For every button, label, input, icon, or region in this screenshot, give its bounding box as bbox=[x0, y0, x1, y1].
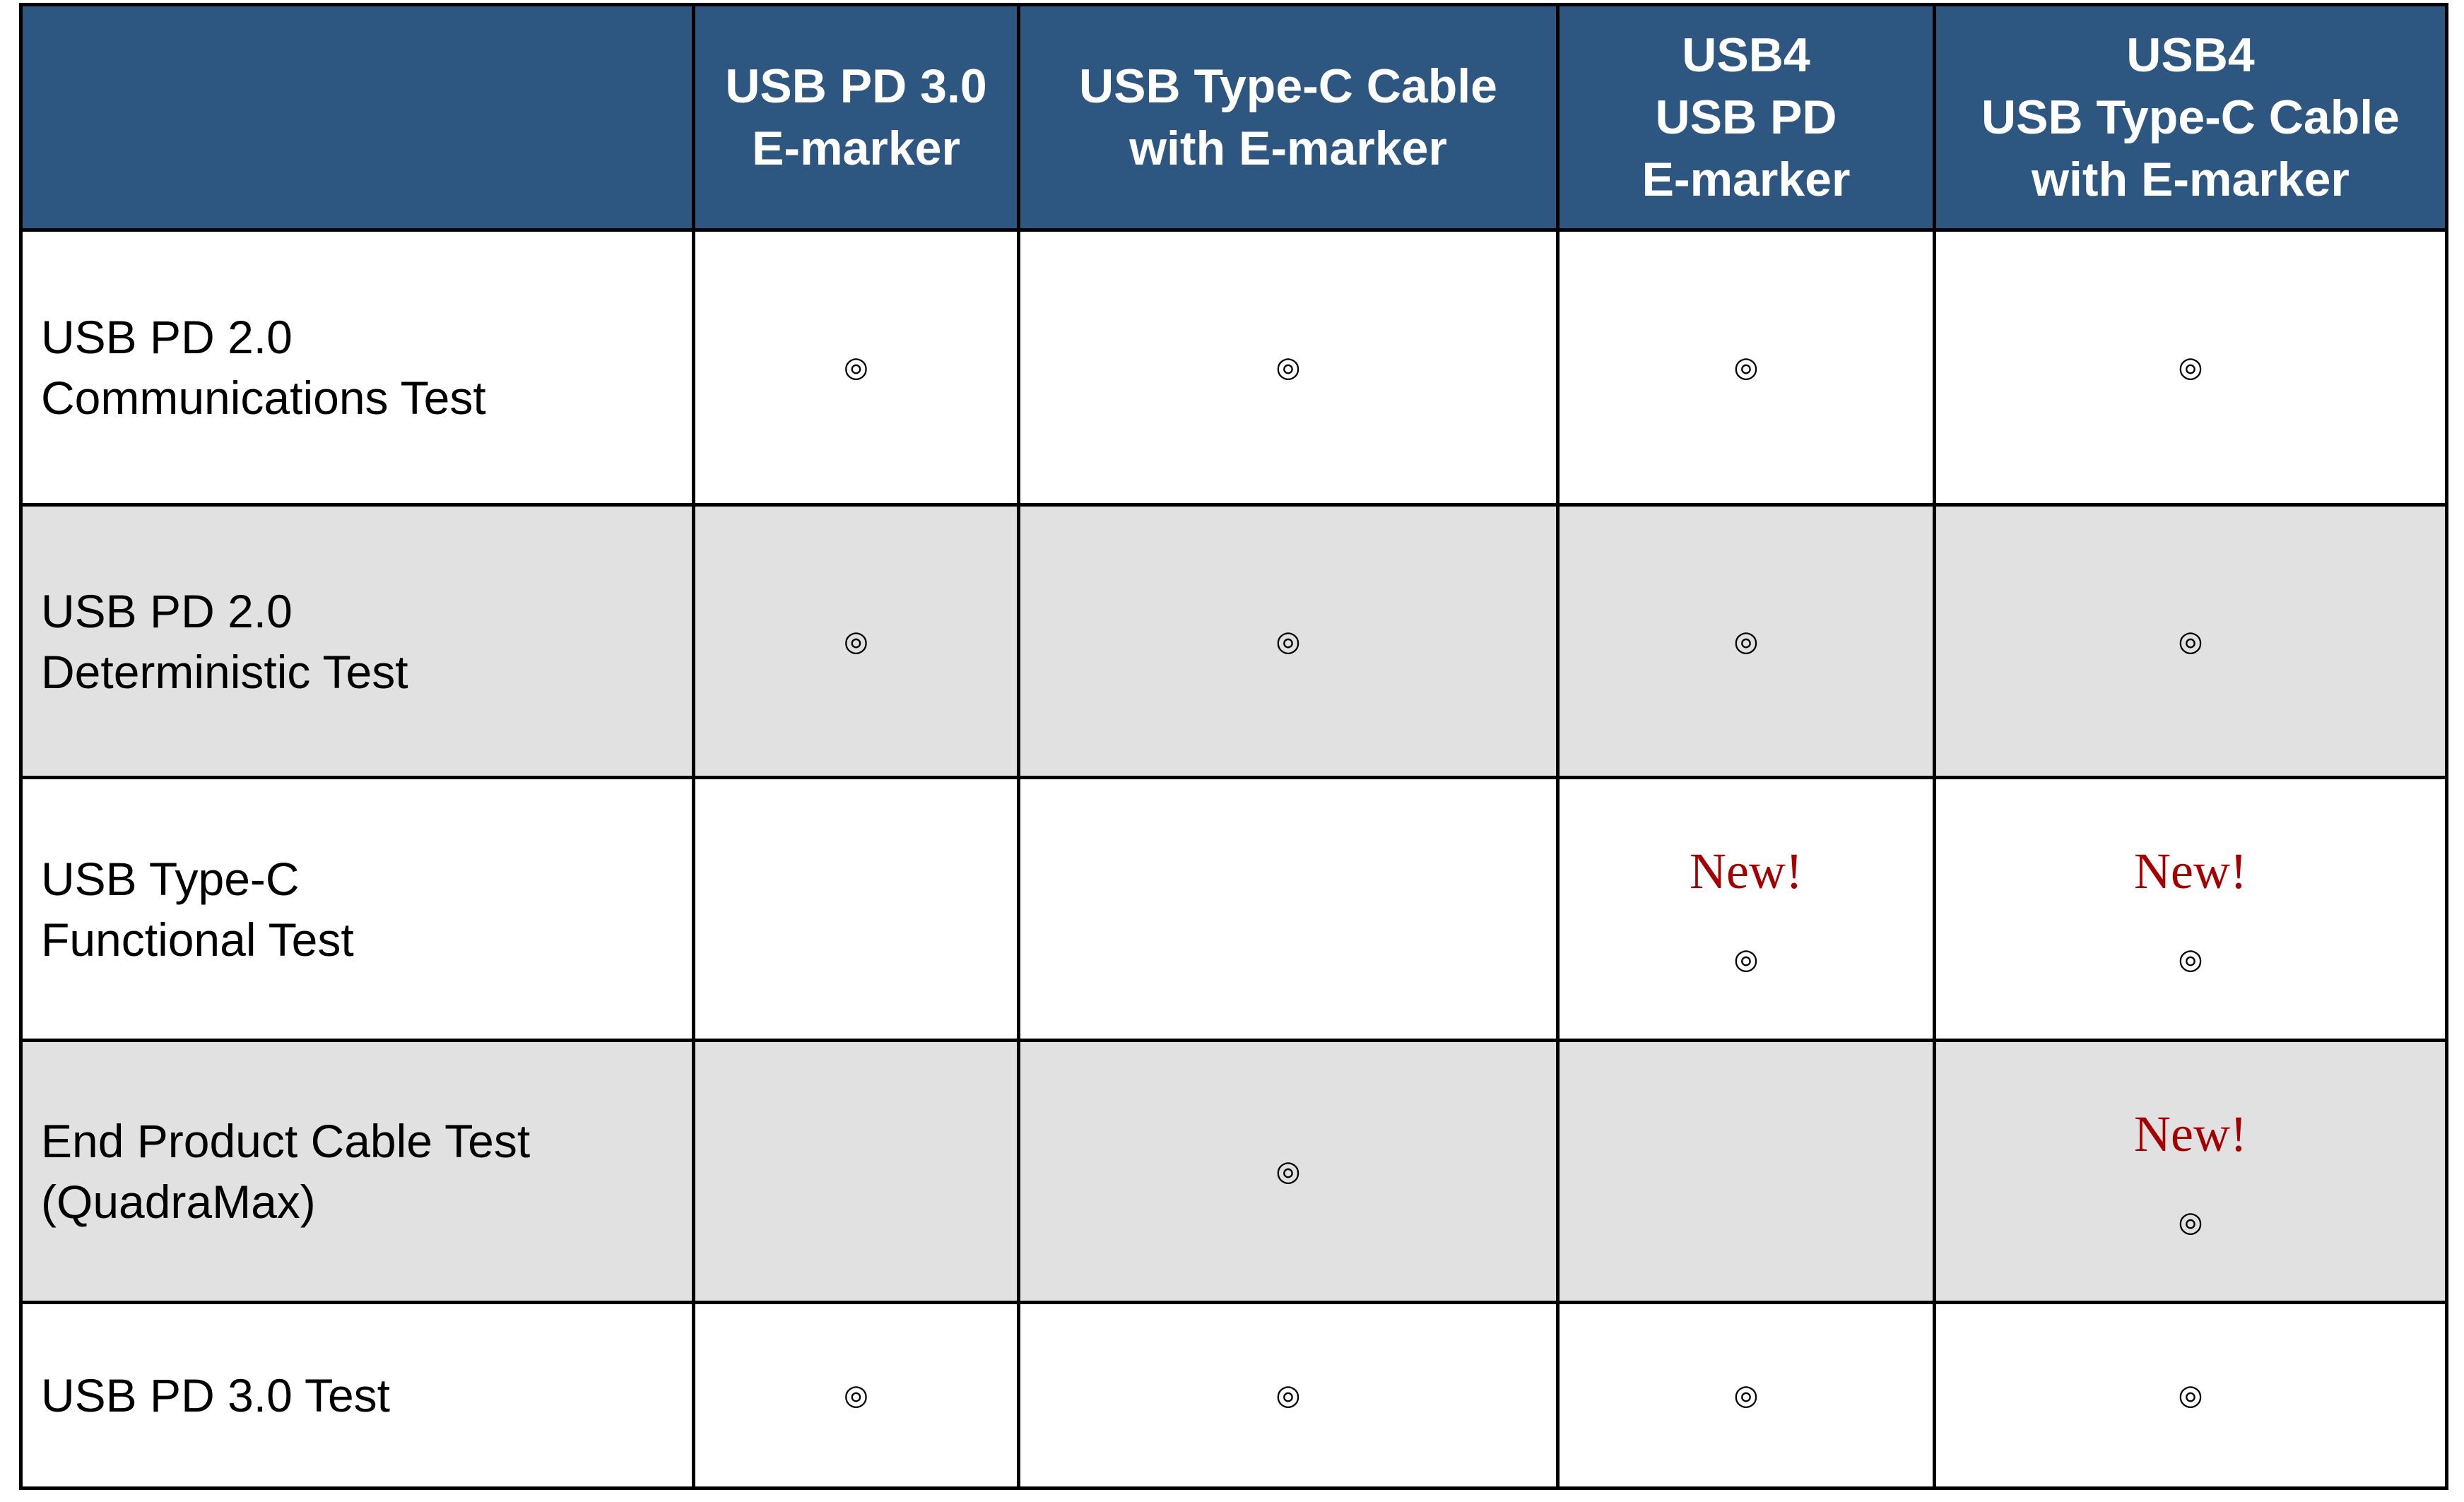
support-cell: ◎ bbox=[1933, 503, 2448, 779]
support-cell bbox=[1556, 1039, 1936, 1304]
support-cell: ◎ bbox=[692, 228, 1020, 507]
table-row: USB PD 3.0 Test ◎ ◎ ◎ ◎ bbox=[19, 1301, 2448, 1490]
supported-mark-icon: ◎ bbox=[1733, 944, 1759, 975]
supported-mark-icon: ◎ bbox=[1733, 625, 1759, 657]
supported-mark-icon: ◎ bbox=[844, 625, 868, 657]
test-compatibility-table: USB PD 3.0 E-marker USB Type-C Cable with… bbox=[19, 3, 2448, 1490]
supported-mark-icon: ◎ bbox=[2178, 1380, 2203, 1411]
row-label: USB PD 2.0 Deterministic Test bbox=[19, 503, 695, 779]
new-badge: New! bbox=[1690, 843, 1803, 899]
support-cell: New! ◎ bbox=[1933, 1039, 2448, 1304]
support-cell: ◎ bbox=[692, 1301, 1020, 1490]
support-cell: ◎ bbox=[1017, 503, 1560, 779]
supported-mark-icon: ◎ bbox=[844, 1380, 868, 1411]
supported-mark-icon: ◎ bbox=[2178, 944, 2203, 975]
support-cell bbox=[692, 776, 1020, 1042]
support-cell: New! ◎ bbox=[1933, 776, 2448, 1042]
support-cell: ◎ bbox=[1017, 1039, 1560, 1304]
supported-mark-icon: ◎ bbox=[1733, 1380, 1759, 1411]
column-header: USB Type-C Cable with E-marker bbox=[1017, 3, 1560, 232]
support-cell: ◎ bbox=[1556, 503, 1936, 779]
table-row: USB PD 2.0 Deterministic Test ◎ ◎ ◎ ◎ bbox=[19, 503, 2448, 779]
header-corner-cell bbox=[19, 3, 695, 232]
support-cell: ◎ bbox=[1017, 228, 1560, 507]
row-label: USB PD 3.0 Test bbox=[19, 1301, 695, 1490]
table-row: End Product Cable Test (QuadraMax) ◎ New! ◎ bbox=[19, 1039, 2448, 1304]
support-cell: New! ◎ bbox=[1556, 776, 1936, 1042]
support-cell: ◎ bbox=[1556, 228, 1936, 507]
supported-mark-icon: ◎ bbox=[1275, 1380, 1301, 1411]
support-cell: ◎ bbox=[692, 503, 1020, 779]
support-cell: ◎ bbox=[1556, 1301, 1936, 1490]
row-label: End Product Cable Test (QuadraMax) bbox=[19, 1039, 695, 1304]
supported-mark-icon: ◎ bbox=[1733, 352, 1759, 383]
new-badge: New! bbox=[2134, 843, 2247, 899]
table-row: USB Type-C Functional Test New! ◎ New! ◎ bbox=[19, 776, 2448, 1042]
support-cell: ◎ bbox=[1933, 228, 2448, 507]
support-cell: ◎ bbox=[1017, 1301, 1560, 1490]
supported-mark-icon: ◎ bbox=[2178, 625, 2203, 657]
header-row: USB PD 3.0 E-marker USB Type-C Cable with… bbox=[19, 3, 2448, 232]
support-cell bbox=[692, 1039, 1020, 1304]
new-badge: New! bbox=[2134, 1105, 2247, 1162]
supported-mark-icon: ◎ bbox=[844, 352, 868, 383]
supported-mark-icon: ◎ bbox=[1275, 352, 1301, 383]
support-cell: ◎ bbox=[1933, 1301, 2448, 1490]
row-label: USB PD 2.0 Communications Test bbox=[19, 228, 695, 507]
supported-mark-icon: ◎ bbox=[2178, 1206, 2203, 1238]
supported-mark-icon: ◎ bbox=[1275, 1156, 1301, 1187]
column-header: USB PD 3.0 E-marker bbox=[692, 3, 1020, 232]
supported-mark-icon: ◎ bbox=[1275, 625, 1301, 657]
column-header: USB4 USB Type-C Cable with E-marker bbox=[1933, 3, 2448, 232]
table-row: USB PD 2.0 Communications Test ◎ ◎ ◎ ◎ bbox=[19, 228, 2448, 507]
row-label: USB Type-C Functional Test bbox=[19, 776, 695, 1042]
support-cell bbox=[1017, 776, 1560, 1042]
supported-mark-icon: ◎ bbox=[2178, 352, 2203, 383]
column-header: USB4 USB PD E-marker bbox=[1556, 3, 1936, 232]
